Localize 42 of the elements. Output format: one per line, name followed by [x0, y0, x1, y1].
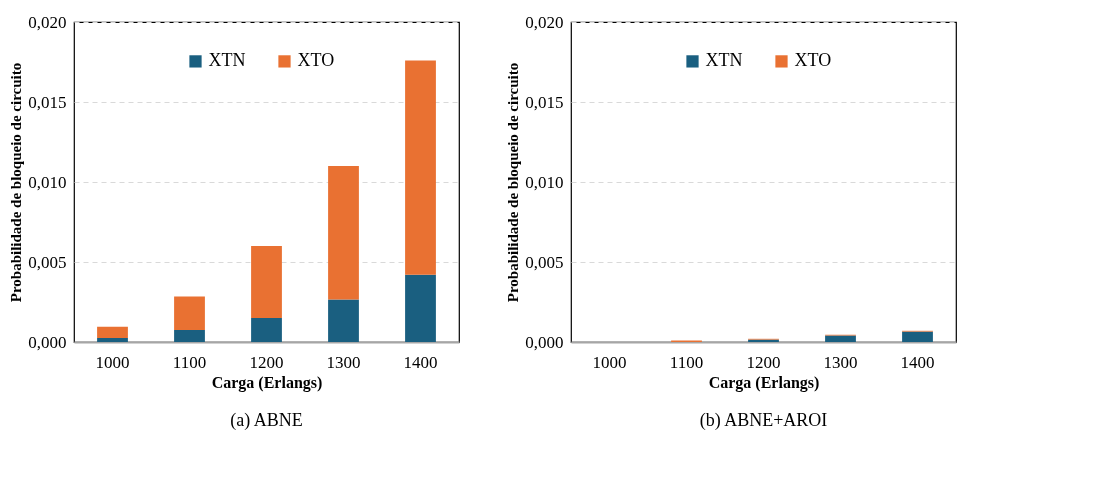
bar [174, 330, 205, 342]
bar [251, 246, 282, 318]
bar [902, 331, 933, 342]
bar [97, 326, 128, 338]
legend-label: XTN [208, 50, 246, 71]
x-tick-label: 1400 [403, 352, 438, 372]
x-tick-label: 1400 [900, 352, 935, 372]
x-tick-label: 1100 [669, 352, 704, 372]
y-tick-label: 0,010 [28, 172, 67, 192]
x-tick-label: 1300 [823, 352, 858, 372]
x-axis-title: Carga (Erlangs) [211, 373, 323, 392]
y-tick-label: 0,000 [525, 332, 564, 352]
text: (b) ABNE+AROI [699, 410, 828, 431]
bar [97, 338, 128, 342]
x-tick-label: 1000 [592, 352, 627, 372]
legend-label: XTN [705, 50, 743, 71]
x-tick-label: 1300 [326, 352, 361, 372]
bar [328, 299, 359, 342]
bar [174, 296, 205, 330]
bar [405, 60, 436, 275]
y-axis-title: Probabilidade de bloqueio de circuito [8, 62, 25, 303]
y-tick-label: 0,000 [28, 332, 67, 352]
y-tick-label: 0,010 [525, 172, 564, 192]
y-tick-label: 0,020 [525, 12, 564, 32]
legend-label: XTO [794, 50, 832, 71]
y-tick-label: 0,020 [28, 12, 67, 32]
x-tick-label: 1200 [249, 352, 284, 372]
bar [825, 335, 856, 342]
legend-label: XTO [297, 50, 335, 71]
x-tick-label: 1000 [95, 352, 130, 372]
y-tick-label: 0,015 [28, 92, 67, 112]
y-axis-title: Probabilidade de bloqueio de circuito [505, 62, 522, 303]
x-tick-label: 1100 [172, 352, 207, 372]
x-tick-label: 1200 [746, 352, 781, 372]
bar [328, 166, 359, 300]
x-axis-title: Carga (Erlangs) [708, 373, 820, 392]
y-tick-label: 0,005 [28, 252, 67, 272]
bar [251, 318, 282, 342]
bar [405, 274, 436, 342]
y-tick-label: 0,005 [525, 252, 564, 272]
y-tick-label: 0,015 [525, 92, 564, 112]
text: (a) ABNE [230, 410, 303, 431]
